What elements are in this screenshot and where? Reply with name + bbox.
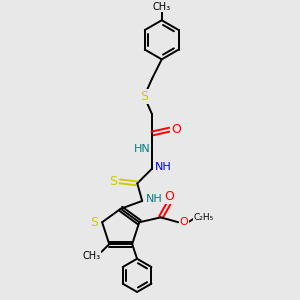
Text: S: S	[140, 90, 148, 103]
Text: C₂H₅: C₂H₅	[194, 213, 214, 222]
Text: NH: NH	[146, 194, 162, 204]
Text: S: S	[90, 216, 98, 229]
Text: O: O	[171, 123, 181, 136]
Text: CH₃: CH₃	[82, 251, 101, 261]
Text: CH₃: CH₃	[153, 2, 171, 12]
Text: HN: HN	[134, 144, 151, 154]
Text: NH: NH	[155, 162, 172, 172]
Text: O: O	[165, 190, 175, 203]
Text: S: S	[109, 175, 117, 188]
Text: O: O	[180, 217, 189, 227]
